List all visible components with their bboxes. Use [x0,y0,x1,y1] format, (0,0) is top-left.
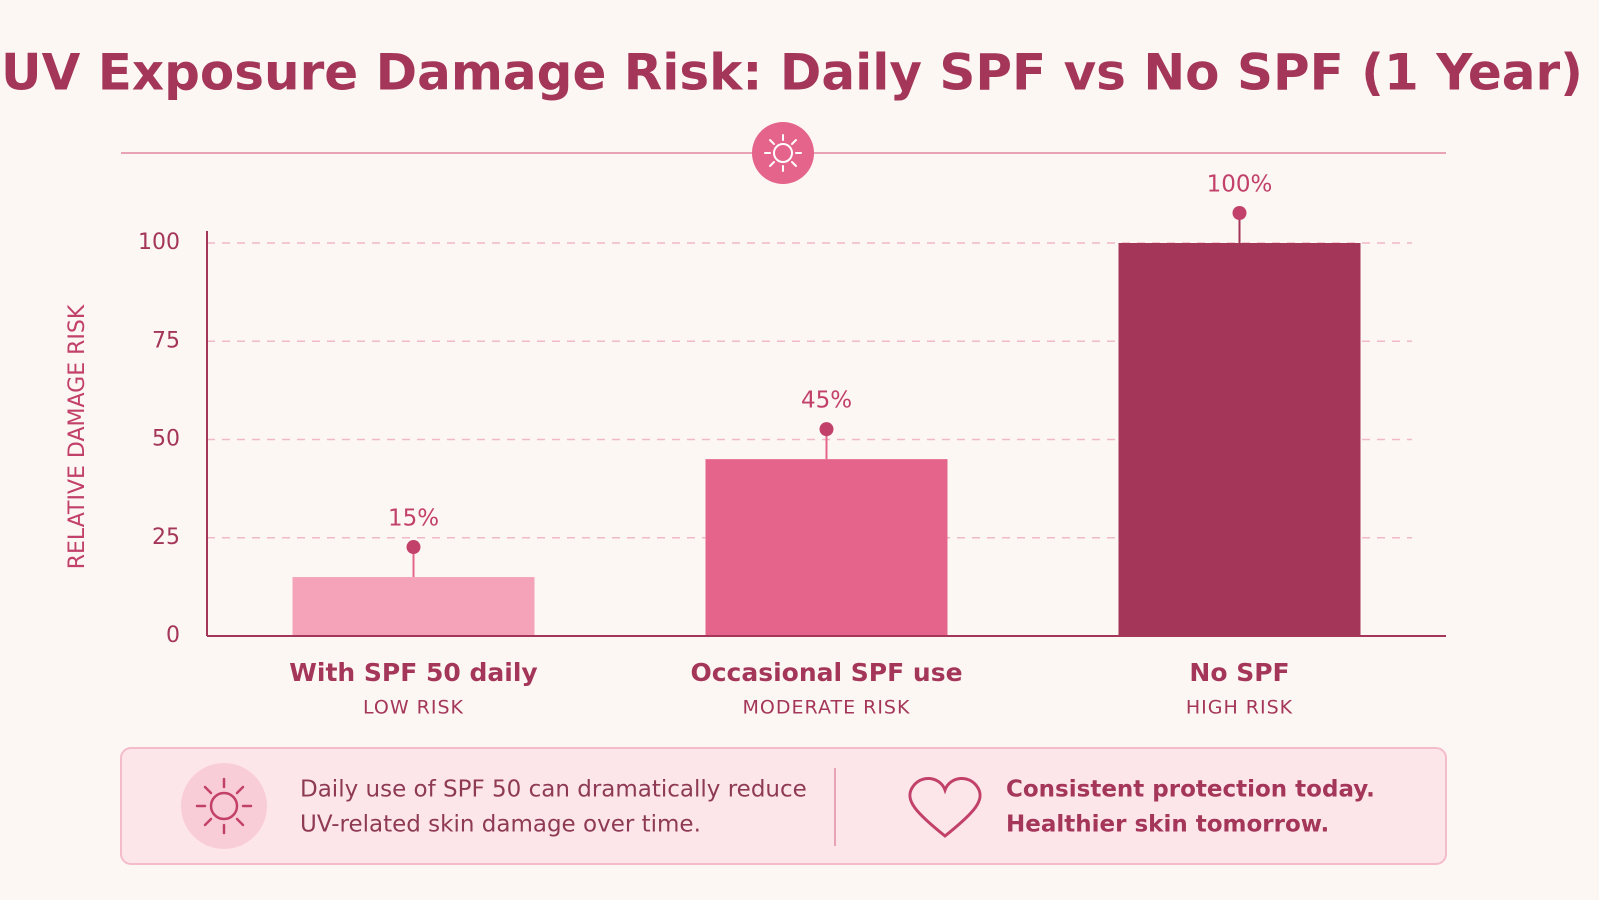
bar [705,459,948,636]
y-tick-label: 25 [152,525,180,550]
x-tick-label: With SPF 50 daily [289,658,537,687]
footer-tagline: Consistent protection today. [1006,777,1375,803]
value-label: 15% [388,506,439,532]
y-tick-label: 100 [138,230,180,255]
x-sublabel: LOW RISK [363,697,464,719]
x-tick-label: No SPF [1189,658,1289,687]
pin-head [406,540,421,555]
x-sublabel: HIGH RISK [1186,697,1293,719]
footer-box [120,747,1447,865]
bar [292,577,535,636]
y-tick-label: 75 [152,328,180,353]
footer-text: Daily use of SPF 50 can dramatically red… [300,777,807,803]
footer-text: UV-related skin damage over time. [300,812,701,838]
chart-title: UV Exposure Damage Risk: Daily SPF vs No… [1,44,1583,102]
pin-head [1232,206,1247,220]
sun-badge [752,122,814,184]
pin-head [819,422,834,437]
footer-tagline: Healthier skin tomorrow. [1006,812,1329,838]
value-label: 100% [1207,172,1273,198]
y-tick-label: 0 [166,623,180,648]
x-sublabel: MODERATE RISK [743,697,911,719]
bar [1118,243,1361,636]
x-tick-label: Occasional SPF use [690,658,962,687]
y-axis-label: RELATIVE DAMAGE RISK [65,304,90,569]
value-label: 45% [801,388,852,414]
y-tick-label: 50 [152,427,180,452]
